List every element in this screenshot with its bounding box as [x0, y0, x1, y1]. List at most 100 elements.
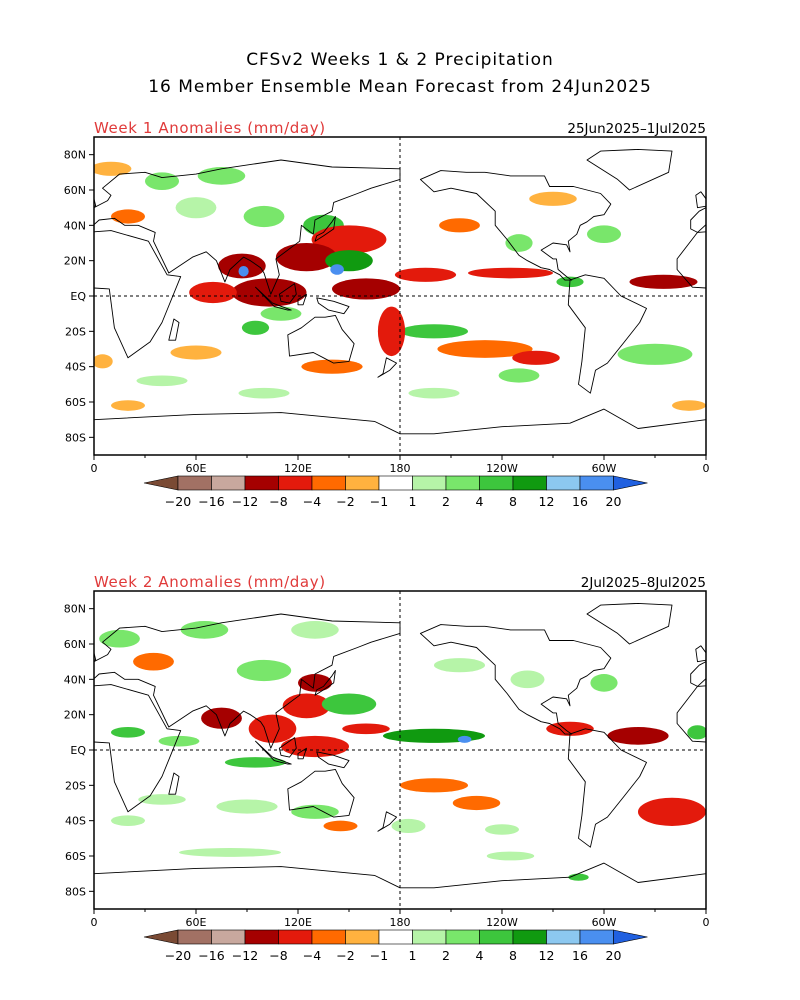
panel-title: Week 1 Anomalies (mm/day): [94, 119, 326, 137]
panel-dates: 25Jun2025–1Jul2025: [567, 121, 706, 137]
coastline: [705, 419, 706, 455]
anomaly-region: [94, 354, 113, 369]
coastline: [287, 768, 355, 818]
anomaly-region: [138, 794, 186, 805]
anomaly-region: [99, 629, 140, 648]
coastline: [297, 293, 307, 306]
x-axis: 0 60E 120E 180 120W 60W 0: [91, 455, 710, 475]
anomaly-region: [672, 400, 706, 411]
x-tick-label: 60W: [592, 462, 617, 475]
y-tick-label: 60S: [65, 396, 86, 409]
coastline: [278, 737, 297, 758]
anomaly-region: [510, 670, 545, 689]
colorbar-label: 16: [572, 948, 588, 963]
colorbar-box: [345, 929, 380, 945]
colorbar-label: −12: [232, 948, 258, 963]
title-line-1: CFSv2 Weeks 1 & 2 Precipitation: [246, 50, 554, 70]
coastline: [567, 728, 647, 848]
colorbar-box: [311, 475, 346, 491]
anomaly-region: [311, 225, 387, 254]
anomaly-region: [590, 674, 618, 692]
anomaly-region: [377, 306, 406, 357]
colorbar-box: [378, 929, 413, 945]
anomaly-region: [568, 873, 589, 881]
anomaly-region: [607, 727, 669, 745]
coastline: [781, 773, 791, 794]
anomaly-region: [485, 824, 519, 835]
coastline: [0, 149, 60, 190]
anomaly-region: [468, 267, 553, 279]
anomaly-region: [629, 274, 698, 289]
anomaly-region: [179, 848, 281, 857]
x-tick-label: 0: [91, 916, 98, 929]
colorbar-label: −16: [198, 494, 224, 509]
coastline: [695, 645, 706, 663]
colorbar-label: 16: [572, 494, 588, 509]
colorbar-label: −4: [303, 494, 321, 509]
y-tick-label: 80N: [64, 603, 86, 616]
anomaly-region: [587, 225, 621, 244]
colorbar-label: 20: [606, 948, 622, 963]
colorbar-label: 12: [539, 948, 555, 963]
colorbar-label: 1: [409, 948, 417, 963]
colorbar-label: −20: [165, 494, 191, 509]
colorbar-box: [311, 929, 346, 945]
coastline: [168, 772, 180, 795]
colorbar-box: [278, 929, 313, 945]
coastline: [168, 318, 180, 341]
colorbar-box: [211, 475, 246, 491]
anomaly-region: [400, 778, 468, 793]
colorbar-label: −2: [336, 948, 354, 963]
coastline: [94, 159, 401, 295]
colorbar-label: 2: [442, 494, 450, 509]
anomaly-region: [136, 375, 188, 387]
anomaly-region: [281, 735, 349, 758]
y-tick-label: 40S: [65, 815, 86, 828]
colorbar-box: [244, 475, 279, 491]
colorbar-label: −2: [336, 494, 354, 509]
anomaly-region: [332, 278, 400, 300]
anomaly-region: [218, 253, 266, 279]
x-tick-label: 120E: [284, 462, 312, 475]
anomaly-region: [291, 621, 339, 639]
colorbar-label: −20: [165, 948, 191, 963]
x-tick-label: 0: [703, 462, 710, 475]
anomaly-region: [486, 851, 535, 861]
colorbar-box: [579, 475, 614, 491]
anomaly-region: [216, 799, 278, 814]
y-tick-label: 60N: [64, 638, 86, 651]
colorbar-label: 2: [442, 948, 450, 963]
anomaly-region: [145, 172, 179, 191]
anomaly-region: [236, 659, 292, 682]
coastline: [255, 740, 292, 765]
anomaly-region: [94, 161, 132, 176]
colorbar-box: [244, 929, 279, 945]
anomaly-region: [111, 400, 145, 411]
coastline: [94, 684, 182, 813]
anomaly-region: [529, 191, 577, 206]
y-axis: 80N 60N 40N 20N EQ 20S 40S 60S 80S: [64, 603, 94, 898]
x-tick-label: 180: [390, 916, 411, 929]
coastline: [255, 286, 292, 311]
x-tick-label: 0: [703, 916, 710, 929]
colorbar-box: [445, 475, 480, 491]
y-tick-label: 40N: [64, 673, 86, 686]
anomaly-region: [197, 167, 246, 185]
colorbar-label: −12: [232, 494, 258, 509]
y-tick-label: EQ: [70, 744, 86, 757]
colorbar-label: −16: [198, 948, 224, 963]
colorbar-box: [512, 475, 547, 491]
colorbar-label: −8: [269, 948, 287, 963]
anomaly-region: [282, 693, 331, 719]
anomaly-region: [243, 205, 285, 228]
anomaly-map: [94, 137, 706, 455]
anomaly-region: [342, 723, 390, 735]
colorbar-box: [211, 929, 246, 945]
x-tick-label: 60E: [186, 916, 207, 929]
anomaly-region: [546, 721, 594, 736]
coastline: [676, 231, 706, 289]
x-tick-label: 120W: [486, 916, 518, 929]
y-tick-label: 80S: [65, 885, 86, 898]
colorbar-box: [412, 929, 447, 945]
coastline: [316, 297, 350, 315]
